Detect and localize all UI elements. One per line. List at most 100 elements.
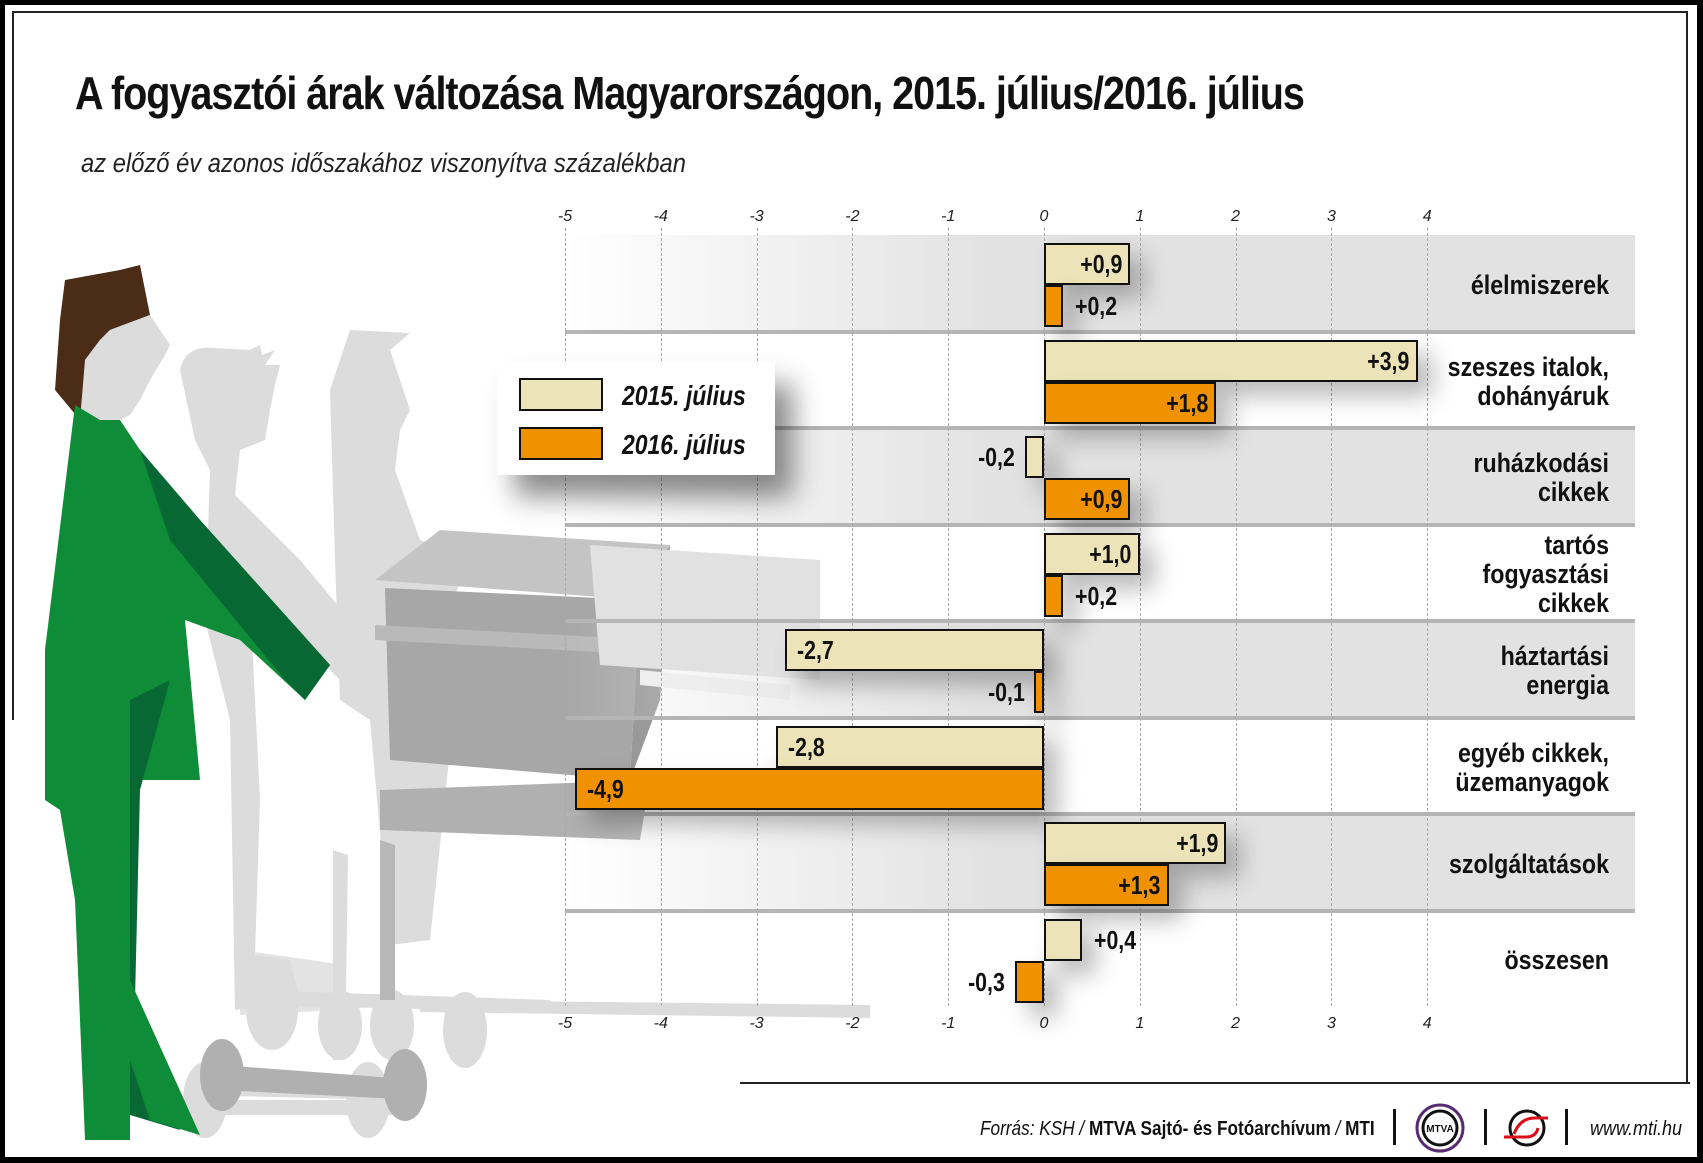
category-label-line: tartós <box>1544 530 1609 561</box>
bar-2016 <box>1044 381 1217 424</box>
category-label: ruházkodási cikkek <box>1351 449 1609 507</box>
category-label-line: cikkek <box>1537 477 1609 508</box>
bar-2015 <box>785 629 1044 671</box>
gridline <box>756 228 758 1006</box>
x-tick-bottom: -3 <box>749 1015 764 1032</box>
value-label: -2,7 <box>797 635 835 665</box>
row-divider <box>565 329 1635 334</box>
x-tick-top: -4 <box>653 208 668 225</box>
category-label: egyéb cikkek, üzemanyagok <box>1351 737 1609 797</box>
x-tick-top: 1 <box>1135 208 1145 225</box>
website-url: www.mti.hu <box>1590 1118 1683 1140</box>
value-label: +1,9 <box>1175 828 1219 858</box>
x-tick-bottom: -2 <box>845 1015 860 1032</box>
value-label: +1,0 <box>1089 538 1132 569</box>
category-label-line: ruházkodási <box>1473 448 1609 479</box>
source-archive: MTVA Sajtó- és Fotóarchívum <box>1088 1118 1331 1140</box>
legend-swatch-2016 <box>519 427 603 460</box>
bar-2015 <box>1044 339 1418 382</box>
category-label: élelmiszerek <box>1351 270 1609 300</box>
bar-2016 <box>1044 864 1169 906</box>
row-divider <box>565 619 1635 623</box>
bar-2016 <box>1044 285 1064 327</box>
gridline <box>1427 228 1429 1006</box>
x-tick-top: 4 <box>1422 208 1432 225</box>
footer-separator <box>1484 1109 1487 1145</box>
footer-separator <box>1565 1109 1568 1145</box>
bar-2016 <box>1044 574 1064 617</box>
source-credit: Forrás: KSH / MTVA Sajtó- és Fotóarchívu… <box>980 1118 1375 1141</box>
gridline <box>948 228 950 1006</box>
legend: 2015. július 2016. július <box>497 362 775 475</box>
value-label: -2,8 <box>787 731 825 762</box>
x-tick-bottom: -5 <box>557 1015 573 1032</box>
x-tick-top: 0 <box>1039 208 1049 225</box>
value-label: +0,4 <box>1094 924 1137 955</box>
row-divider <box>565 426 1635 430</box>
x-tick-bottom: 4 <box>1422 1015 1432 1032</box>
category-label: háztartási energia <box>1351 642 1609 700</box>
value-label: +0,2 <box>1075 580 1118 611</box>
source-prefix: Forrás: KSH / <box>980 1118 1089 1140</box>
x-tick-bottom: 3 <box>1326 1015 1336 1032</box>
mtva-logo-icon: MTVA <box>1415 1103 1465 1153</box>
category-label-line: üzemanyagok <box>1455 766 1609 797</box>
category-label-line: energia <box>1526 670 1609 701</box>
value-label: +0,9 <box>1080 484 1123 514</box>
row-divider <box>565 522 1635 527</box>
gridline <box>565 228 566 1006</box>
value-label: +3,9 <box>1367 345 1410 376</box>
category-label: tartós fogyasztási cikkek <box>1351 531 1609 618</box>
value-label: -0,3 <box>968 966 1006 997</box>
value-label: -0,2 <box>978 442 1015 472</box>
legend-swatch-2015 <box>519 378 603 411</box>
category-label-line: fogyasztási <box>1482 559 1609 590</box>
value-label: +1,3 <box>1118 870 1161 900</box>
row-divider <box>565 812 1635 816</box>
bar-2015 <box>1044 918 1083 961</box>
x-tick-top: 3 <box>1326 208 1336 225</box>
footer-separator <box>1393 1109 1396 1145</box>
gridline <box>852 228 854 1006</box>
category-label-line: egyéb cikkek, <box>1457 737 1609 768</box>
bar-2016 <box>1044 478 1131 520</box>
svg-text:MTVA: MTVA <box>1426 1124 1454 1135</box>
row-band <box>565 621 1635 718</box>
bar-2016 <box>1034 671 1044 713</box>
category-label-line: összesen <box>1504 945 1609 976</box>
category-label: szeszes italok, dohányáruk <box>1351 351 1609 411</box>
x-tick-top: -2 <box>845 208 860 225</box>
gridline <box>1331 228 1333 1006</box>
category-label-line: szolgáltatások <box>1448 848 1609 879</box>
category-label-line: szeszes italok, <box>1447 351 1609 382</box>
category-label: szolgáltatások <box>1351 848 1609 879</box>
bar-2015 <box>1044 532 1140 575</box>
value-label: -0,1 <box>987 677 1025 707</box>
bar-2016 <box>574 767 1044 810</box>
x-tick-top: -5 <box>557 208 573 225</box>
x-tick-top: 2 <box>1231 208 1241 225</box>
category-label-line: dohányáruk <box>1477 380 1609 411</box>
gridline <box>1139 228 1141 1006</box>
category-label-line: cikkek <box>1537 588 1609 619</box>
bar-2015 <box>1044 243 1131 285</box>
x-tick-bottom: 2 <box>1231 1015 1241 1032</box>
mti-logo-icon <box>1504 1109 1548 1147</box>
value-label: +0,9 <box>1080 249 1123 279</box>
gridline <box>1044 228 1045 1006</box>
legend-label-2015: 2015. július <box>622 380 746 411</box>
legend-label-2016: 2016. július <box>622 429 746 460</box>
chart-subtitle: az előző év azonos időszakához viszonyít… <box>81 148 686 178</box>
bar-2015 <box>775 725 1044 768</box>
frame-bottom-edge <box>740 1082 1690 1084</box>
gridline <box>1235 228 1237 1006</box>
frame-left-edge <box>12 11 14 720</box>
x-tick-bottom: -4 <box>653 1015 668 1032</box>
x-tick-bottom: 1 <box>1135 1015 1145 1032</box>
bar-2015 <box>1024 436 1044 478</box>
chart-title: A fogyasztói árak változása Magyarország… <box>75 67 1305 119</box>
source-separator: / <box>1330 1118 1346 1140</box>
inner-frame <box>12 11 1688 1084</box>
x-tick-top: -3 <box>749 208 764 225</box>
row-divider <box>565 908 1635 913</box>
